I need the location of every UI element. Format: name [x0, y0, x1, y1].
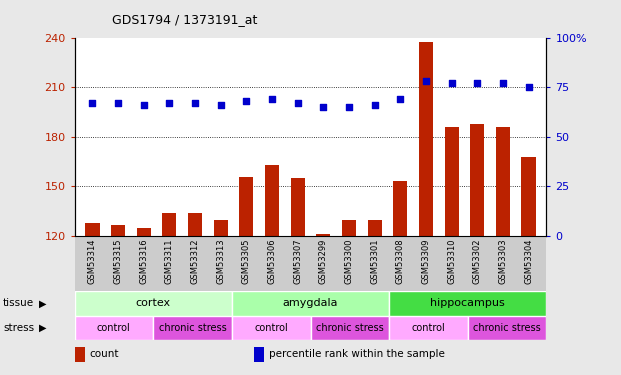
Text: chronic stress: chronic stress: [473, 323, 541, 333]
Point: [472, 80, 482, 86]
Bar: [468, 315, 546, 340]
Text: GSM53301: GSM53301: [370, 239, 379, 284]
Bar: [137, 228, 151, 375]
Bar: [111, 225, 125, 375]
Text: GSM53316: GSM53316: [139, 239, 148, 285]
Bar: [75, 347, 85, 362]
Text: GSM53304: GSM53304: [524, 239, 533, 284]
Point: [498, 80, 508, 86]
Text: GSM53309: GSM53309: [422, 239, 430, 284]
Text: amygdala: amygdala: [283, 298, 338, 308]
Text: control: control: [97, 323, 131, 333]
Point: [421, 78, 431, 84]
Point: [113, 100, 123, 106]
Bar: [522, 157, 535, 375]
Bar: [291, 178, 305, 375]
Bar: [75, 291, 232, 315]
Bar: [419, 42, 433, 375]
Point: [524, 84, 533, 90]
Text: GSM53307: GSM53307: [293, 239, 302, 285]
Bar: [265, 165, 279, 375]
Point: [292, 100, 302, 106]
Text: GSM53299: GSM53299: [319, 239, 328, 284]
Bar: [75, 315, 153, 340]
Text: tissue: tissue: [3, 298, 34, 308]
Bar: [232, 315, 310, 340]
Bar: [445, 127, 459, 375]
Text: GSM53313: GSM53313: [216, 239, 225, 285]
Point: [396, 96, 406, 102]
Text: GSM53310: GSM53310: [447, 239, 456, 284]
Text: hippocampus: hippocampus: [430, 298, 505, 308]
Bar: [316, 234, 330, 375]
Bar: [389, 315, 468, 340]
Text: GSM53315: GSM53315: [114, 239, 122, 284]
Text: ▶: ▶: [39, 323, 46, 333]
Point: [190, 100, 200, 106]
Point: [165, 100, 175, 106]
Text: control: control: [412, 323, 445, 333]
Bar: [86, 223, 99, 375]
Text: count: count: [89, 349, 119, 359]
Bar: [254, 347, 265, 362]
Bar: [214, 219, 228, 375]
Point: [369, 102, 379, 108]
Bar: [162, 213, 176, 375]
Text: GSM53303: GSM53303: [499, 239, 507, 285]
Text: stress: stress: [3, 323, 34, 333]
Bar: [470, 124, 484, 375]
Bar: [342, 219, 356, 375]
Text: control: control: [254, 323, 288, 333]
Bar: [310, 315, 389, 340]
Bar: [393, 182, 407, 375]
Text: GSM53312: GSM53312: [191, 239, 199, 284]
Bar: [239, 177, 253, 375]
Point: [215, 102, 225, 108]
Text: GDS1794 / 1373191_at: GDS1794 / 1373191_at: [112, 13, 257, 26]
Text: GSM53311: GSM53311: [165, 239, 174, 284]
Point: [267, 96, 277, 102]
Bar: [188, 213, 202, 375]
Text: chronic stress: chronic stress: [316, 323, 384, 333]
Bar: [389, 291, 546, 315]
Text: cortex: cortex: [135, 298, 171, 308]
Text: GSM53308: GSM53308: [396, 239, 405, 285]
Point: [319, 104, 329, 110]
Point: [139, 102, 149, 108]
Text: GSM53306: GSM53306: [268, 239, 276, 285]
Text: ▶: ▶: [39, 298, 46, 308]
Text: GSM53314: GSM53314: [88, 239, 97, 284]
Point: [242, 98, 252, 104]
Bar: [496, 127, 510, 375]
Point: [88, 100, 97, 106]
Point: [344, 104, 354, 110]
Bar: [232, 291, 389, 315]
Text: GSM53305: GSM53305: [242, 239, 251, 284]
Bar: [153, 315, 232, 340]
Text: chronic stress: chronic stress: [158, 323, 227, 333]
Text: GSM53302: GSM53302: [473, 239, 482, 284]
Text: percentile rank within the sample: percentile rank within the sample: [269, 349, 445, 359]
Bar: [368, 219, 382, 375]
Text: GSM53300: GSM53300: [345, 239, 353, 284]
Point: [446, 80, 456, 86]
